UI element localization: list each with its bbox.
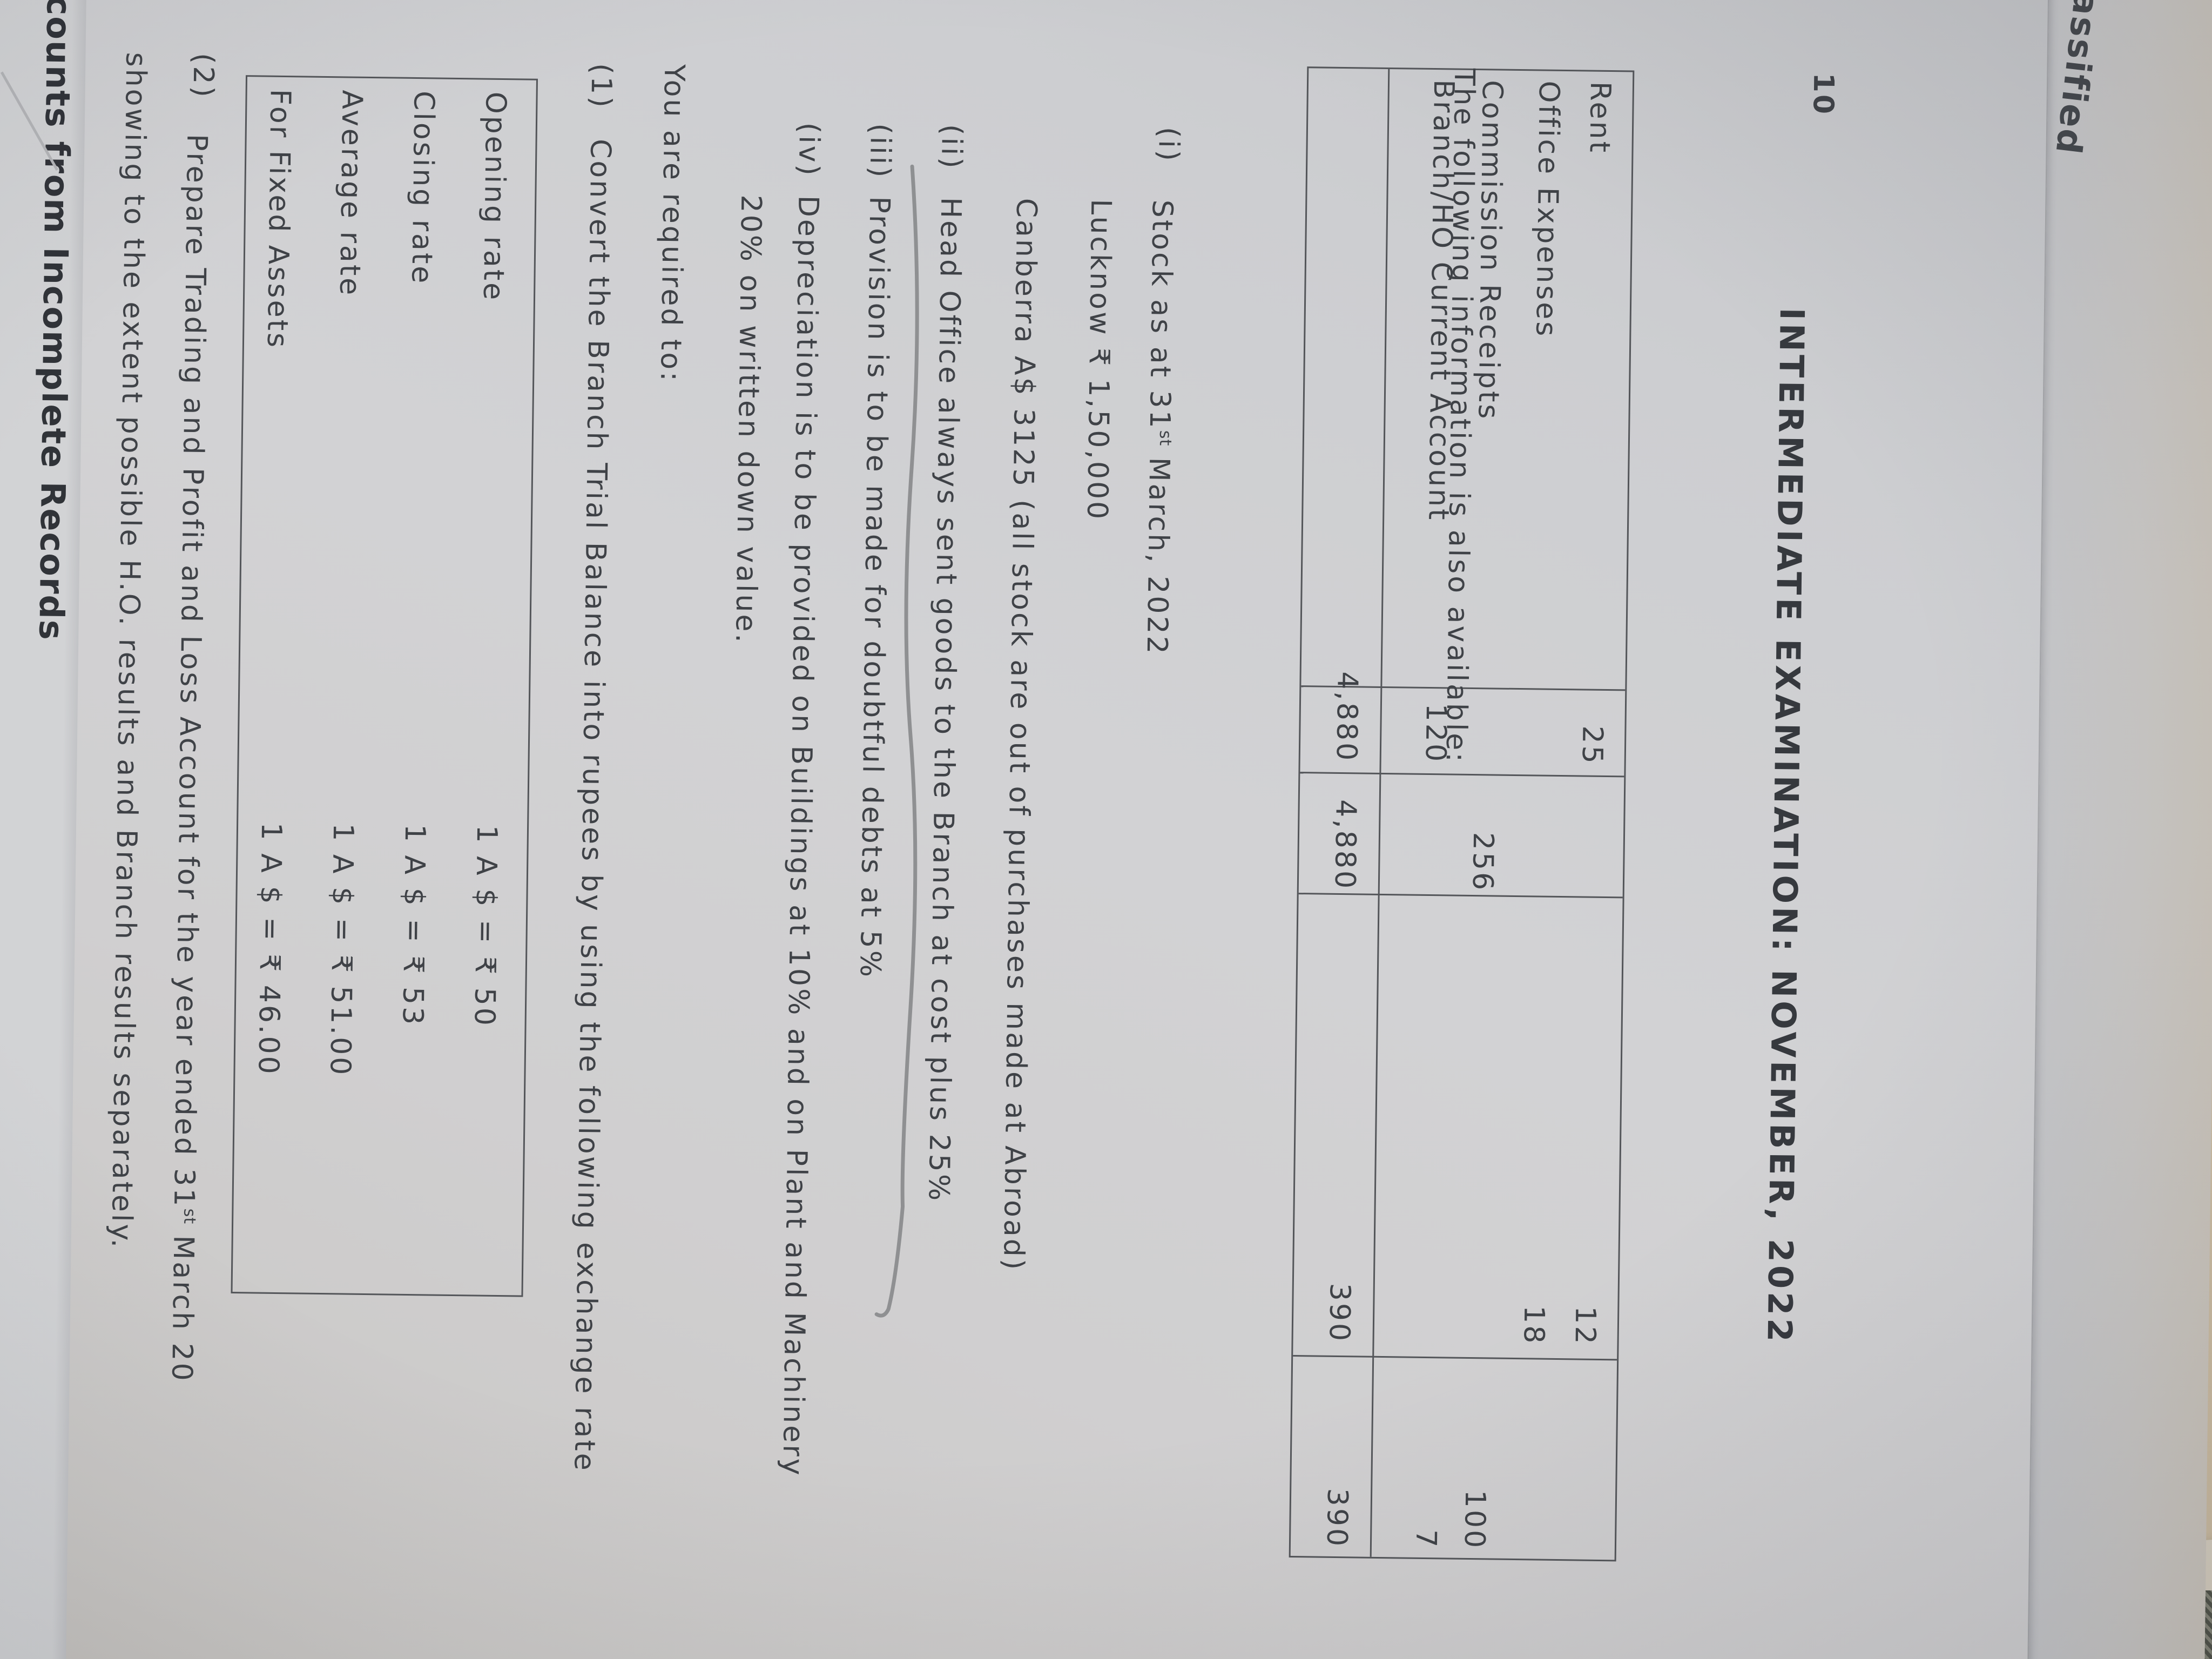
task2-number: (2) xyxy=(186,52,220,100)
rate-value: 1 A $ = ₹ 46.00 xyxy=(252,822,288,1077)
pencil-underline xyxy=(874,164,919,1318)
total-col2: 4,880 xyxy=(1328,799,1362,891)
required-intro: You are required to: xyxy=(654,64,691,384)
amount-col3: 18 xyxy=(1517,1305,1550,1346)
row-label: Rent xyxy=(1583,81,1617,155)
item-i-sub-lucknow: Lucknow ₹ 1,50,000 xyxy=(1081,199,1117,522)
amount-col2 xyxy=(1509,785,1570,893)
rate-value: 1 A $ = ₹ 53 xyxy=(396,824,431,1027)
amount-col4: 7 xyxy=(1409,1529,1442,1550)
next-page-edge: Accounts from Incomplete Records xyxy=(0,0,87,1659)
total-col1: 4,880 xyxy=(1330,671,1364,763)
item-iv-number: (iv) xyxy=(792,122,826,178)
amount-col3 xyxy=(1399,1236,1459,1344)
exchange-row: Opening rate 1 A $ = ₹ 50 xyxy=(451,79,525,1292)
page-behind-edge xyxy=(2025,0,2212,1659)
task2-continuation: showing to the extent possible H.O. resu… xyxy=(105,52,152,1250)
item-iii-number: (iii) xyxy=(863,123,897,180)
item-iii-text: Provision is to be made for doubtful deb… xyxy=(853,196,896,980)
rate-label: For Fixed Assets xyxy=(260,89,296,350)
rate-value: 1 A $ = ₹ 51.00 xyxy=(323,823,360,1077)
rate-label: Closing rate xyxy=(405,90,440,286)
rate-label: Opening rate xyxy=(476,91,512,302)
item-i-text: Stock as at 31st March, 2022 xyxy=(1140,199,1179,656)
task2-text: Prepare Trading and Profit and Loss Acco… xyxy=(165,133,213,1384)
exchange-row: Average rate 1 A $ = ₹ 51.00 xyxy=(308,78,382,1290)
task1-text: Convert the Branch Trial Balance into ru… xyxy=(568,138,617,1473)
total-col4: 390 xyxy=(1320,1488,1354,1549)
item-iv-continuation: 20% on written down value. xyxy=(729,194,767,645)
item-i-number: (i) xyxy=(1152,126,1185,164)
amount-col4 xyxy=(1501,1442,1562,1551)
amount-col1 xyxy=(1511,657,1572,765)
rate-value: 1 A $ = ₹ 50 xyxy=(468,825,503,1028)
page-crease xyxy=(0,71,59,171)
item-i-sub-canberra: Canberra A$ 3125 (all stock are out of p… xyxy=(997,198,1043,1272)
exchange-row: Closing rate 1 A $ = ₹ 53 xyxy=(380,79,454,1291)
page-title: INTERMEDIATE EXAMINATION: NOVEMBER, 2022 xyxy=(1759,307,1812,1345)
total-col3: 390 xyxy=(1323,1283,1356,1344)
exam-page: 10 INTERMEDIATE EXAMINATION: NOVEMBER, 2… xyxy=(64,0,2049,1659)
row-label: Office Expenses xyxy=(1529,80,1566,339)
exchange-row: For Fixed Assets 1 A $ = ₹ 46.00 xyxy=(236,77,310,1289)
exchange-rate-table: Opening rate 1 A $ = ₹ 50 Closing rate 1… xyxy=(231,75,538,1297)
item-ii-number: (ii) xyxy=(934,124,968,171)
amount-col2 xyxy=(1404,783,1465,892)
task1-number: (1) xyxy=(584,63,618,110)
info-heading: The following information is also availa… xyxy=(1439,68,1481,765)
rate-label: Average rate xyxy=(333,90,368,298)
